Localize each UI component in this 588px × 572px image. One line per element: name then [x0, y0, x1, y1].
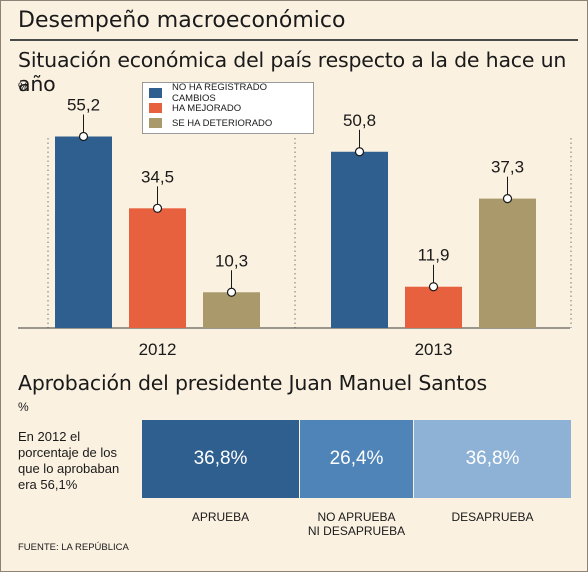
legend: NO HA REGISTRADO CAMBIOS HA MEJORADO SE …: [142, 82, 314, 134]
bar-marker: [502, 193, 513, 204]
main-title: Desempeño macroeconómico: [18, 8, 346, 33]
legend-swatch: [149, 118, 162, 128]
year-label: 2012: [139, 340, 177, 359]
bar-marker: [428, 282, 439, 292]
bar: [479, 198, 536, 328]
approval-note: En 2012 el porcentaje de los que lo apro…: [18, 429, 120, 492]
legend-label: SE HA DETERIORADO: [172, 117, 273, 129]
bar-marker: [152, 203, 163, 213]
approval-bar: 36,8% 26,4% 36,8%: [142, 420, 571, 498]
section2-title: Aprobación del presidente Juan Manuel Sa…: [18, 371, 487, 395]
legend-label: HA MEJORADO: [172, 102, 242, 114]
header-rule: [10, 39, 578, 41]
bar: [405, 286, 462, 328]
segment-value: 36,8%: [465, 448, 520, 469]
approval-segment-desaprueba: 36,8%: [413, 420, 571, 498]
approval-segment-neutral: 26,4%: [299, 420, 413, 498]
legend-label: NO HA REGISTRADO CAMBIOS: [171, 82, 267, 104]
legend-swatch: [149, 88, 162, 98]
data-label: 55,2: [67, 96, 100, 115]
bar: [203, 292, 260, 328]
bar-marker: [78, 131, 89, 142]
section1-title: Situación económica del país respecto a …: [18, 48, 567, 96]
data-label: 34,5: [141, 167, 174, 186]
source-credit: FUENTE: LA REPÚBLICA: [18, 542, 129, 553]
year-label: 2013: [415, 340, 453, 359]
legend-swatch: [149, 103, 162, 113]
segment-label-neutral: NO APRUEBA NI DESAPRUEBA: [307, 510, 406, 538]
bar: [331, 151, 388, 328]
data-label: 11,9: [418, 246, 450, 265]
section2-unit: %: [18, 400, 29, 414]
segment-label-desaprueba: DESAPRUEBA: [451, 510, 534, 524]
data-label: 10,3: [215, 251, 248, 270]
bar-marker: [226, 287, 237, 297]
bar-chart: 55,2 34,5 10,3 2012 50,8 11,9 37,3 2013: [18, 96, 572, 359]
bar: [55, 136, 112, 328]
bar: [129, 208, 186, 328]
bar-marker: [354, 147, 365, 157]
segment-label-aprueba: APRUEBA: [191, 510, 250, 524]
legend-item-no-change: NO HA REGISTRADO CAMBIOS: [149, 82, 313, 104]
segment-value: 36,8%: [193, 448, 248, 469]
legend-item-improved: HA MEJORADO: [149, 101, 241, 115]
data-label: 37,3: [491, 158, 524, 177]
data-label: 50,8: [343, 111, 376, 130]
approval-segment-aprueba: 36,8%: [142, 420, 299, 498]
legend-item-deteriorated: SE HA DETERIORADO: [149, 116, 272, 130]
segment-value: 26,4%: [329, 448, 384, 469]
section1-unit: %: [18, 80, 29, 94]
